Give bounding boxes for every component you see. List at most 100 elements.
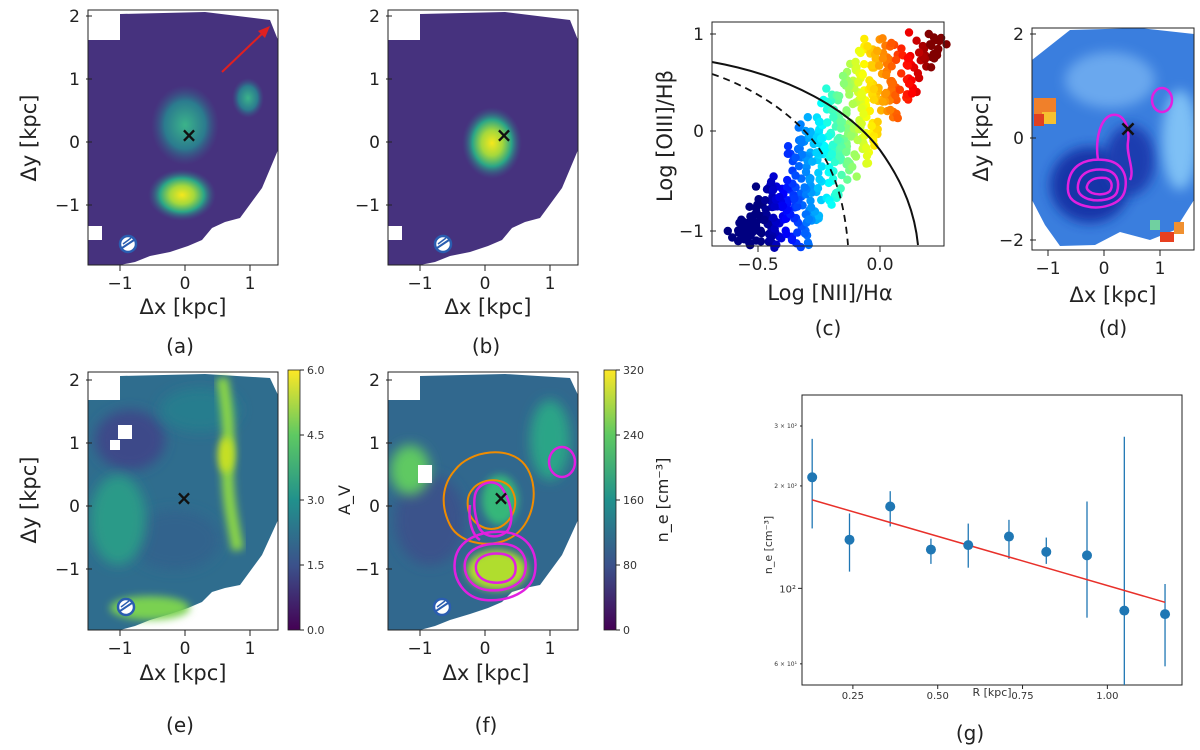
panel-e: × 6.0 4.5 3.0 1.5 0.0 A_V −1 0 1 2 1 0 −1 Δx [kpc]…	[17, 364, 355, 737]
bpt-spaxel-point	[816, 134, 826, 143]
bpt-spaxel-point	[878, 54, 888, 63]
y-tick-label: 2	[69, 7, 80, 27]
bpt-spaxel-point	[848, 162, 857, 172]
bpt-spaxel-point	[737, 215, 746, 224]
panel-c-xlabel: Log [NII]/Hα	[767, 281, 892, 305]
bpt-spaxel-point	[854, 46, 864, 56]
colorbar-tick-label: 80	[623, 559, 637, 572]
map-f-frame	[387, 371, 579, 631]
y-tick-label: −1	[679, 222, 704, 242]
map-b-hole	[555, 205, 578, 265]
bpt-spaxel-point	[887, 38, 896, 48]
bpt-spaxel-point	[924, 29, 933, 39]
bpt-spaxel-point	[804, 215, 814, 224]
map-f-contour	[463, 542, 527, 592]
bpt-spaxel-point	[835, 152, 844, 161]
bpt-spaxel-point	[925, 40, 935, 49]
x-tick-label: 0	[480, 274, 491, 294]
map-d-contour	[1095, 113, 1133, 181]
panel-d-ylabel: Δy [kpc]	[969, 95, 993, 182]
map-d-light-region	[1065, 52, 1155, 108]
bpt-spaxel-point	[749, 217, 758, 226]
bpt-spaxel-point	[755, 227, 764, 236]
beam-icon	[433, 234, 453, 254]
g-x-tick-label: 0.25	[842, 691, 864, 702]
bpt-spaxel-point	[783, 196, 792, 205]
map-d-warm-region	[1034, 98, 1056, 114]
colorbar-e	[287, 369, 301, 631]
data-point	[844, 534, 855, 545]
colorbar-tick-label: 3.0	[307, 494, 325, 507]
direction-arrow	[221, 29, 267, 73]
map-d-contour	[1076, 168, 1120, 202]
y-tick-label: −1	[355, 196, 380, 216]
bpt-spaxel-point	[815, 175, 824, 184]
data-point	[1119, 605, 1130, 616]
bpt-spaxel-point	[926, 63, 936, 72]
bpt-spaxel-point	[878, 34, 887, 43]
colorbar-tick-label: 0	[623, 624, 630, 637]
bpt-spaxel-point	[815, 117, 824, 127]
map-a-hole	[233, 240, 257, 265]
bpt-spaxel-point	[912, 36, 921, 45]
panel-a-ylabel: Δy [kpc]	[17, 95, 41, 182]
bpt-spaxel-point	[830, 157, 840, 167]
center-marker: ×	[493, 486, 510, 510]
kauffmann-curve	[711, 73, 849, 246]
x-tick-label: 0	[1099, 259, 1110, 279]
center-marker: ×	[176, 486, 193, 510]
bpt-spaxel-point	[835, 91, 844, 101]
map-e-frame	[87, 371, 279, 631]
x-tick-label: −0.5	[737, 255, 778, 275]
bpt-spaxel-point	[827, 149, 836, 159]
bpt-spaxel-point	[801, 167, 811, 177]
panel-g-caption: (g)	[956, 721, 984, 745]
bpt-spaxel-point	[851, 57, 860, 67]
bpt-spaxel-point	[793, 228, 802, 237]
panel-g-ylabel: n_e [cm⁻³]	[762, 516, 775, 574]
bpt-spaxel-point	[887, 80, 896, 89]
x-tick-label: −1	[107, 274, 132, 294]
y-tick-label: 1	[693, 25, 704, 45]
bpt-spaxel-point	[876, 106, 886, 115]
bpt-spaxel-point	[806, 174, 815, 183]
map-e-patch	[95, 410, 165, 470]
bpt-spaxel-point	[881, 89, 890, 99]
bpt-spaxel-point	[753, 200, 762, 209]
center-marker: ×	[496, 123, 513, 147]
panel-b-xlabel: Δx [kpc]	[445, 295, 532, 319]
panel-d-caption: (d)	[1099, 316, 1127, 340]
x-tick-label: 1	[245, 274, 256, 294]
bpt-spaxel-point	[740, 235, 749, 244]
bpt-spaxel-point	[783, 175, 792, 185]
bpt-spaxel-point	[775, 192, 784, 202]
bpt-spaxel-point	[806, 196, 815, 205]
bpt-spaxel-point	[796, 120, 805, 129]
bpt-frame	[711, 21, 945, 247]
bpt-spaxel-point	[869, 95, 879, 104]
map-b-hole	[388, 226, 402, 240]
bpt-spaxel-point	[936, 33, 946, 43]
bpt-spaxel-point	[854, 125, 864, 134]
bpt-spaxel-point	[873, 117, 882, 127]
x-tick-label: −1	[407, 639, 432, 659]
map-d-warm-region	[1160, 232, 1174, 242]
y-tick-label: 1	[69, 434, 80, 454]
x-tick-label: 0	[480, 639, 491, 659]
beam-icon	[118, 234, 138, 254]
bpt-spaxel-point	[823, 118, 832, 127]
bpt-spaxel-point	[824, 178, 833, 188]
bpt-spaxel-point	[797, 138, 806, 147]
bpt-spaxel-point	[903, 54, 912, 63]
bpt-spaxel-point	[839, 79, 849, 88]
y-tick-label: 1	[69, 70, 80, 90]
x-tick-label: 1	[545, 274, 556, 294]
bpt-spaxel-point	[913, 69, 923, 78]
map-b-hole	[533, 240, 557, 265]
y-tick-label: −1	[355, 560, 380, 580]
panel-f: × 320 240 160 80 0 n_e [cm⁻³] −1 0 1 2 1 0 −1 Δx […	[355, 364, 673, 737]
y-tick-label: 2	[369, 371, 380, 391]
map-f-hole	[555, 568, 578, 630]
bpt-spaxel-point	[843, 175, 852, 184]
panel-f-xlabel: Δx [kpc]	[443, 661, 530, 685]
